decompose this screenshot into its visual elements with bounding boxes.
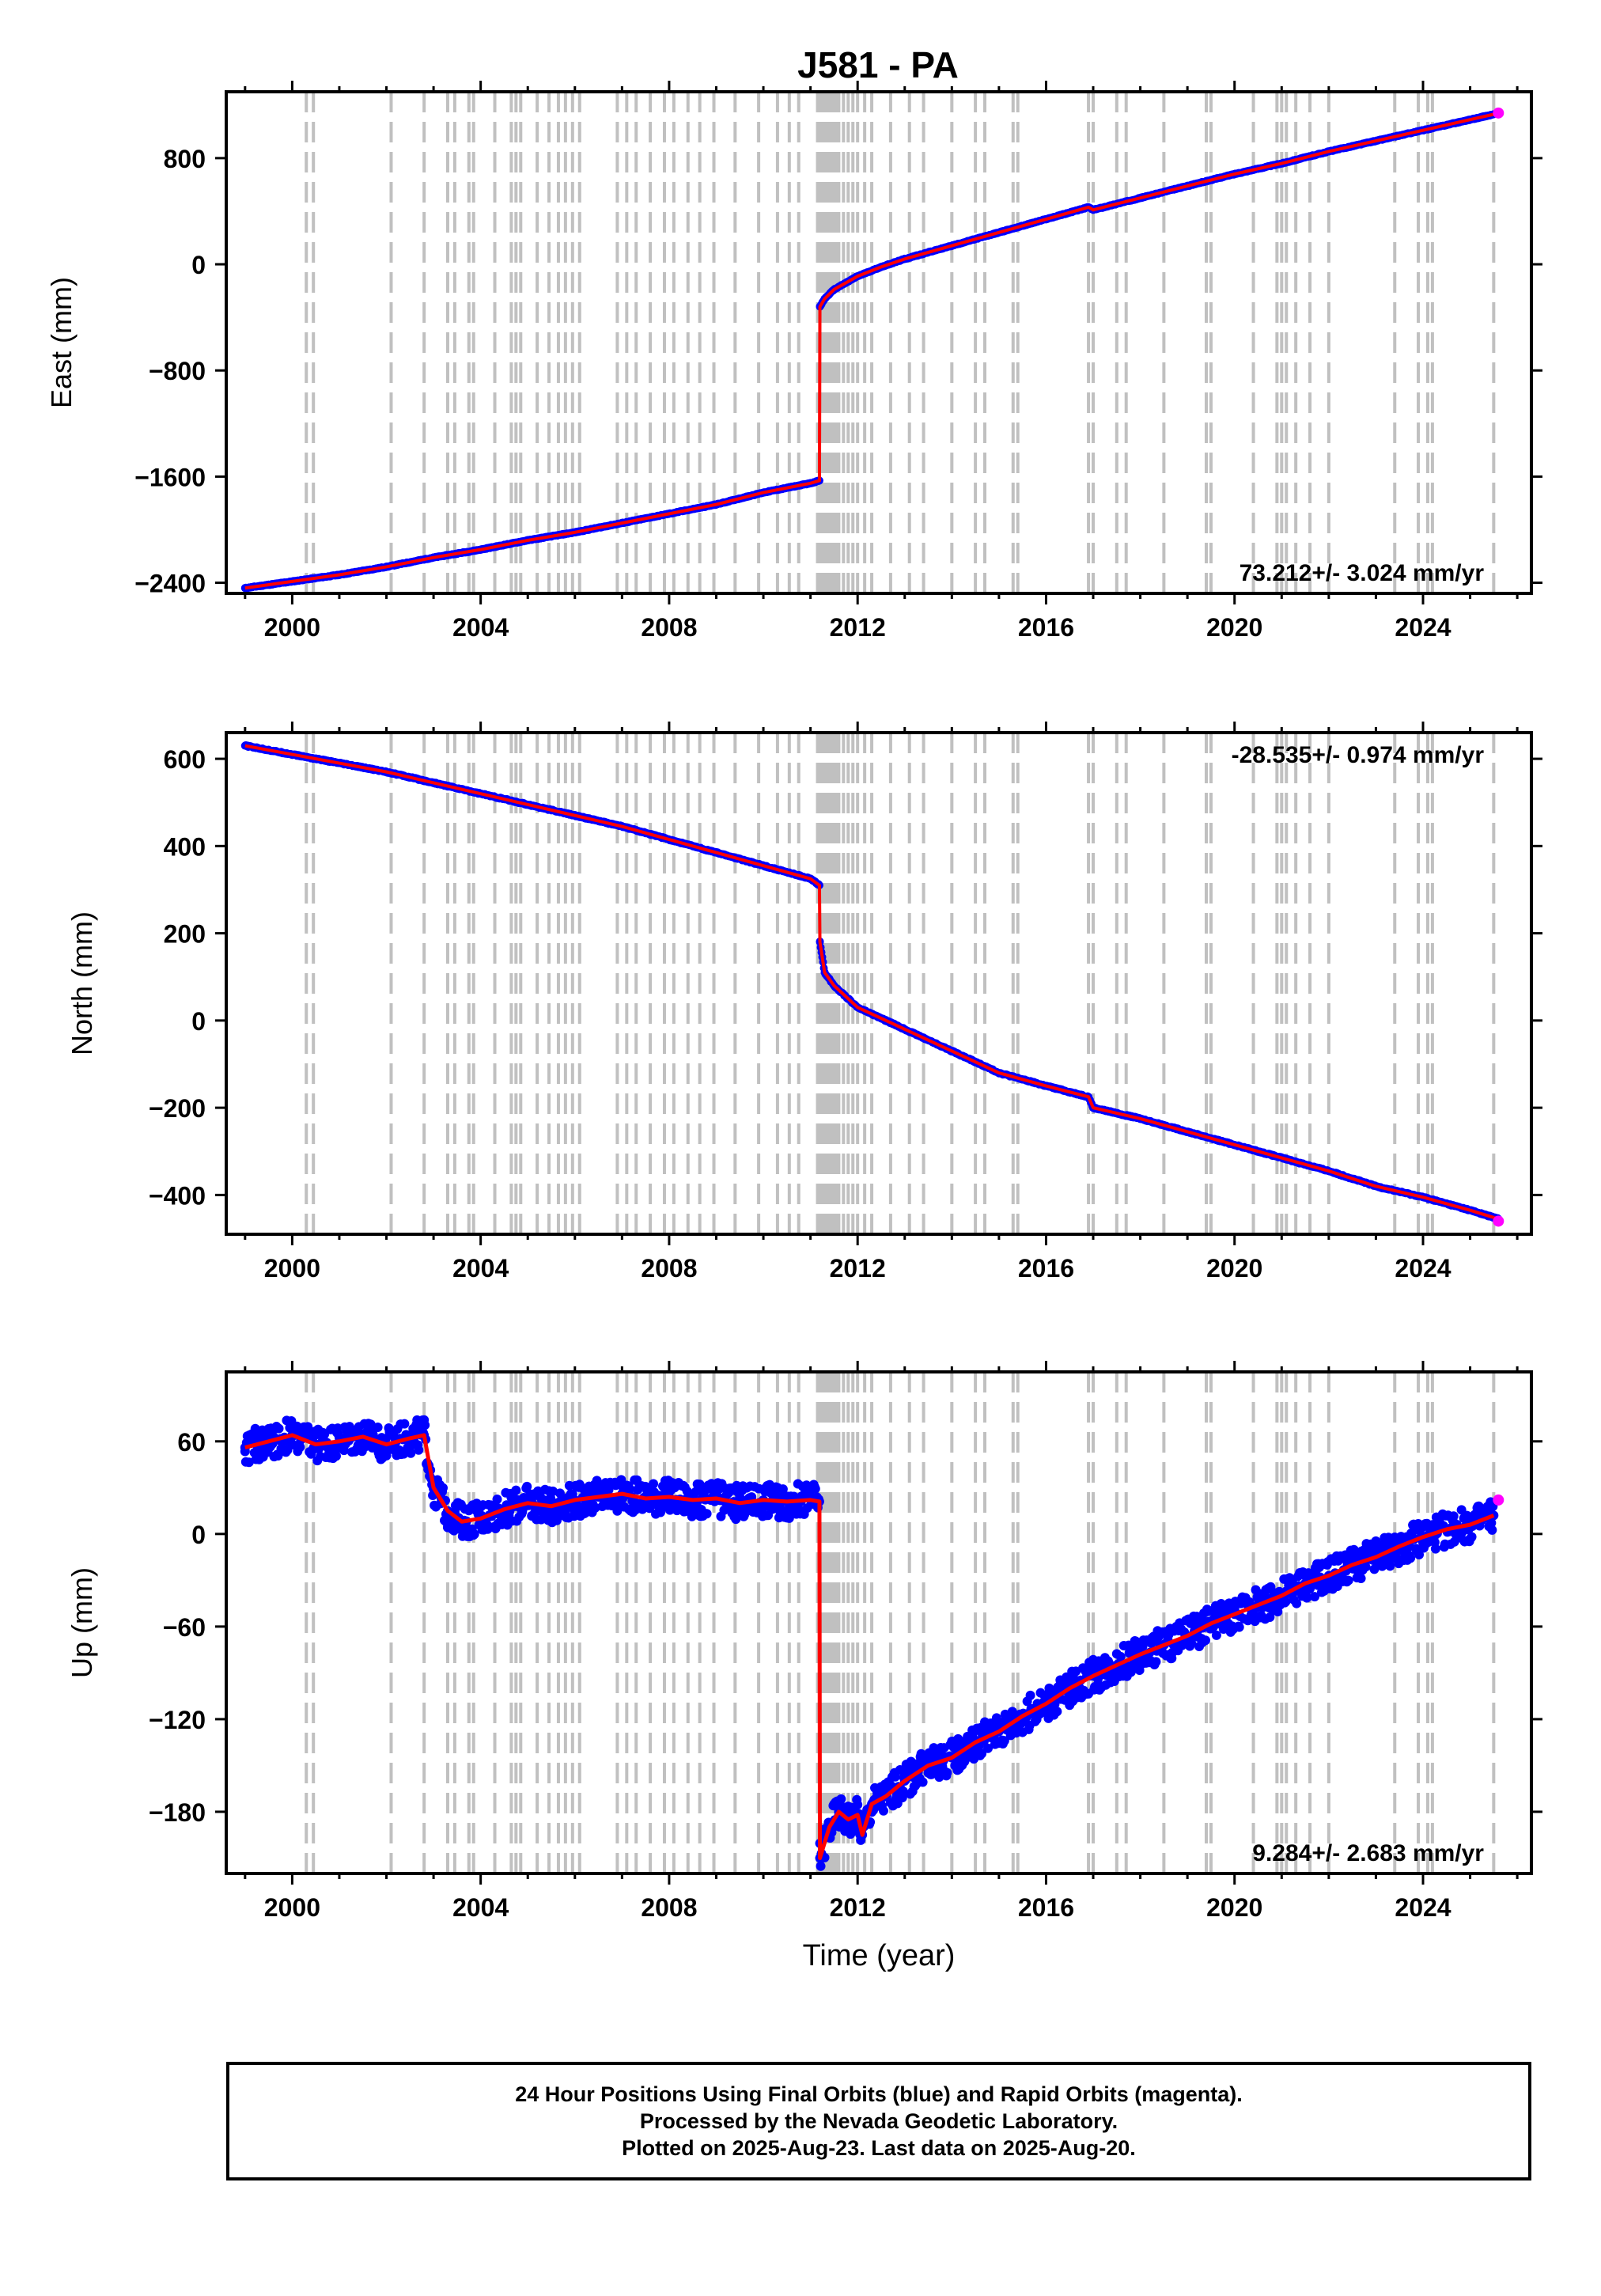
event-lines bbox=[305, 1372, 1496, 1874]
y-tick-label: −800 bbox=[149, 357, 206, 385]
final-orbit-point bbox=[282, 1445, 293, 1455]
final-orbit-point bbox=[999, 1736, 1009, 1746]
final-orbit-point bbox=[918, 1777, 928, 1787]
final-orbit-point bbox=[273, 1451, 283, 1461]
east-panel: 2000 2004 2008 2012 2016 2020 2024 800 0 −800 −160… bbox=[45, 81, 1542, 642]
x-tick-label: 2024 bbox=[1395, 613, 1451, 642]
final-orbit-point bbox=[1115, 1651, 1126, 1661]
y-tick-label: −1600 bbox=[134, 463, 206, 491]
data-layer bbox=[240, 741, 1504, 1227]
final-orbit-point bbox=[604, 1485, 614, 1495]
y-tick-label: 0 bbox=[191, 1007, 206, 1036]
final-orbit-point bbox=[590, 1502, 600, 1513]
y-axis-label: East (mm) bbox=[45, 277, 78, 408]
y-tick-label: 800 bbox=[164, 145, 206, 173]
final-orbit-point bbox=[511, 1485, 521, 1495]
y-axis-label: North (mm) bbox=[66, 911, 98, 1055]
final-orbit-point bbox=[695, 1480, 705, 1490]
final-orbit-point bbox=[420, 1420, 430, 1430]
final-orbit-point bbox=[816, 1861, 826, 1871]
final-orbit-point bbox=[414, 1445, 424, 1455]
final-orbit-point bbox=[853, 1800, 863, 1810]
final-orbit-point bbox=[878, 1805, 888, 1816]
final-orbit-point bbox=[492, 1495, 502, 1505]
x-tick-label: 2020 bbox=[1206, 1254, 1262, 1283]
final-orbit-point bbox=[778, 1484, 788, 1495]
final-orbit-point bbox=[982, 1743, 993, 1753]
final-orbit-point bbox=[406, 1448, 416, 1458]
final-orbit-point bbox=[991, 1713, 1001, 1723]
final-orbit-point bbox=[702, 1509, 712, 1519]
final-orbit-point bbox=[789, 1491, 799, 1502]
y-tick-label: −400 bbox=[149, 1181, 206, 1210]
final-orbit-point bbox=[1244, 1597, 1255, 1607]
final-orbit-point bbox=[295, 1442, 305, 1453]
x-tick-label: 2000 bbox=[264, 1254, 320, 1283]
final-orbit-point bbox=[649, 1479, 659, 1489]
data-layer bbox=[240, 1415, 1504, 1871]
y-tick-label: 400 bbox=[164, 832, 206, 861]
final-orbit-point bbox=[625, 1483, 635, 1494]
final-orbit-point bbox=[836, 1794, 846, 1804]
final-orbit-point bbox=[1211, 1630, 1221, 1640]
final-orbit-point bbox=[274, 1423, 284, 1434]
x-tick-label: 2012 bbox=[830, 613, 886, 642]
final-orbit-point bbox=[373, 1423, 383, 1433]
final-orbit-point bbox=[1025, 1690, 1035, 1700]
x-tick-label: 2012 bbox=[830, 1254, 886, 1283]
y-tick-label: 600 bbox=[164, 745, 206, 774]
final-orbit-point bbox=[890, 1771, 900, 1782]
rate-annotation: 73.212+/- 3.024 mm/yr bbox=[1240, 560, 1485, 586]
final-orbit-point bbox=[292, 1421, 302, 1431]
final-orbit-point bbox=[1265, 1612, 1275, 1622]
up-panel: 2000 2004 2008 2012 2016 2020 2024600−60−120−1… bbox=[66, 1361, 1542, 1972]
final-orbit-point bbox=[1151, 1657, 1161, 1667]
final-orbit-point bbox=[1200, 1635, 1210, 1646]
final-orbit-point bbox=[250, 1423, 260, 1434]
final-orbit-point bbox=[1052, 1707, 1062, 1717]
final-orbit-point bbox=[438, 1483, 449, 1493]
y-tick-label: 0 bbox=[191, 251, 206, 279]
figure-title: J581 - PA bbox=[797, 44, 959, 85]
y-tick-label: −200 bbox=[149, 1094, 206, 1123]
data-layer bbox=[240, 107, 1504, 593]
x-tick-label: 2004 bbox=[452, 1254, 509, 1283]
rapid-orbit-point bbox=[1493, 107, 1504, 119]
x-tick-label: 2024 bbox=[1395, 1254, 1451, 1283]
rate-annotation: -28.535+/- 0.974 mm/yr bbox=[1232, 742, 1485, 768]
x-tick-label: 2016 bbox=[1018, 1254, 1074, 1283]
final-orbit-point bbox=[1234, 1622, 1244, 1632]
y-tick-label: −2400 bbox=[134, 570, 206, 598]
final-orbit-point bbox=[1292, 1598, 1302, 1608]
rapid-orbit-point bbox=[1493, 1215, 1504, 1227]
model-fit-line bbox=[244, 112, 1494, 590]
x-tick-label: 2016 bbox=[1018, 613, 1074, 642]
plot-frame bbox=[225, 90, 1533, 595]
final-orbit-point bbox=[331, 1451, 341, 1461]
x-tick-label: 2020 bbox=[1206, 613, 1262, 642]
final-orbit-point bbox=[1071, 1666, 1081, 1677]
x-tick-label: 2008 bbox=[641, 613, 697, 642]
model-fit-line bbox=[244, 744, 1499, 1221]
x-tick-label: 2000 bbox=[264, 613, 320, 642]
event-lines bbox=[305, 92, 1496, 593]
x-tick-label: 2004 bbox=[452, 613, 509, 642]
final-orbit-point bbox=[399, 1419, 410, 1429]
north-panel: 2000 2004 2008 2012 2016 2020 20246004002000−2… bbox=[66, 722, 1542, 1283]
final-orbit-point bbox=[977, 1749, 987, 1759]
final-orbit-point bbox=[810, 1483, 820, 1494]
final-orbit-point bbox=[469, 1529, 479, 1540]
final-orbit-point bbox=[942, 1767, 952, 1778]
plot-frame bbox=[225, 731, 1533, 1236]
event-lines bbox=[305, 733, 1496, 1234]
final-orbit-point bbox=[522, 1481, 532, 1491]
y-tick-label: 200 bbox=[164, 920, 206, 949]
x-tick-label: 2008 bbox=[641, 1254, 697, 1283]
